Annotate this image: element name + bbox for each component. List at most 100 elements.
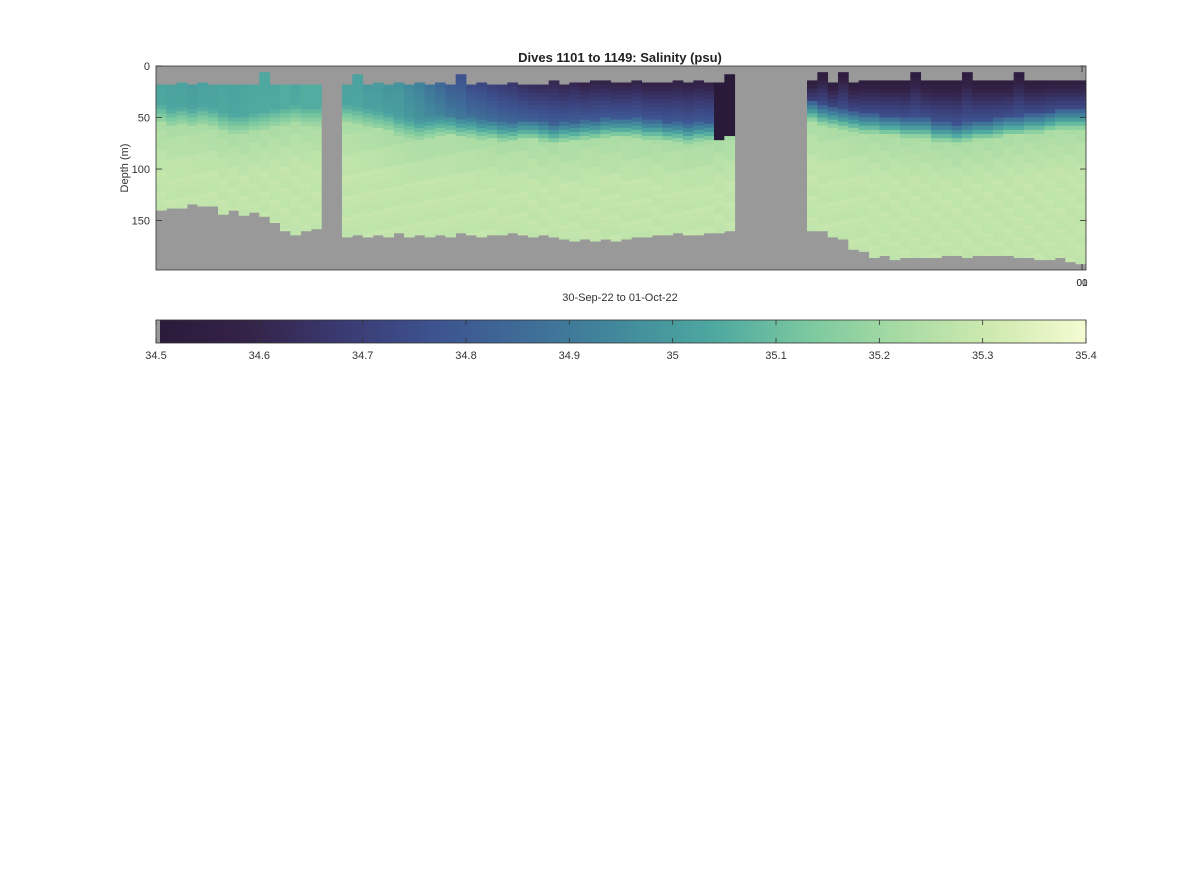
data-cell: [858, 191, 870, 197]
data-cell: [807, 105, 818, 110]
data-cell: [931, 150, 942, 155]
data-cell: [879, 224, 891, 230]
data-cell: [858, 220, 870, 226]
data-cell: [807, 113, 818, 118]
data-cell: [1044, 224, 1056, 230]
data-cell: [724, 136, 736, 141]
data-cell: [1065, 142, 1077, 147]
data-cell: [1003, 125, 1015, 131]
data-cell: [879, 245, 891, 250]
data-cell: [445, 228, 457, 234]
data-cell: [910, 212, 922, 217]
data-cell: [1065, 179, 1077, 184]
data-cell: [486, 109, 498, 114]
colorbar-tick-label: 35.4: [1075, 350, 1096, 362]
data-cell: [1075, 88, 1087, 94]
data-cell: [982, 92, 994, 98]
data-cell: [993, 228, 1004, 234]
data-cell: [693, 208, 705, 213]
data-cell: [445, 171, 457, 176]
data-cell: [517, 142, 529, 147]
data-cell: [486, 154, 498, 160]
data-cell: [807, 158, 818, 164]
data-cell: [569, 82, 581, 87]
data-cell: [311, 187, 322, 193]
data-cell: [1044, 232, 1056, 238]
data-cell: [1044, 113, 1056, 118]
data-cell: [486, 150, 498, 155]
data-cell: [869, 237, 880, 242]
data-cell: [1055, 158, 1066, 164]
data-cell: [672, 191, 684, 197]
data-cell: [280, 191, 291, 197]
data-cell: [176, 148, 188, 153]
data-cell: [993, 241, 1004, 246]
data-cell: [197, 185, 209, 191]
data-cell: [900, 199, 911, 205]
data-cell: [507, 111, 519, 116]
data-cell: [858, 224, 870, 230]
data-cell: [300, 84, 312, 90]
data-cell: [858, 195, 870, 201]
data-cell: [683, 82, 694, 87]
data-cell: [962, 121, 973, 127]
data-cell: [889, 228, 901, 234]
data-cell: [807, 199, 818, 205]
data-cell: [414, 90, 426, 96]
data-cell: [538, 146, 550, 151]
data-cell: [858, 146, 870, 151]
data-cell: [693, 204, 705, 209]
data-cell: [445, 179, 457, 184]
data-cell: [414, 123, 426, 129]
data-cell: [693, 183, 705, 188]
data-cell: [652, 140, 663, 145]
data-cell: [920, 195, 932, 201]
data-cell: [559, 142, 570, 147]
data-cell: [517, 175, 529, 180]
data-cell: [497, 204, 508, 209]
data-cell: [858, 138, 870, 143]
data-cell: [838, 150, 849, 155]
data-cell: [982, 237, 994, 242]
data-cell: [1034, 96, 1046, 102]
data-cell: [982, 88, 994, 94]
data-cell: [838, 84, 849, 90]
data-cell: [1024, 92, 1035, 98]
data-cell: [249, 105, 260, 110]
data-cell: [920, 175, 932, 180]
data-cell: [559, 88, 570, 94]
data-cell: [1003, 96, 1015, 102]
data-cell: [631, 204, 643, 209]
data-cell: [621, 98, 632, 104]
data-cell: [342, 92, 353, 98]
data-cell: [869, 162, 880, 168]
data-cell: [311, 142, 322, 147]
data-cell: [466, 216, 477, 221]
data-cell: [207, 113, 219, 118]
data-cell: [693, 175, 705, 180]
data-cell: [900, 249, 911, 254]
data-cell: [569, 156, 581, 162]
data-cell: [693, 142, 705, 147]
data-cell: [683, 98, 694, 104]
data-cell: [538, 191, 550, 197]
data-cell: [641, 152, 653, 158]
data-cell: [869, 154, 880, 160]
data-cell: [714, 202, 725, 207]
data-cell: [621, 214, 632, 219]
data-cell: [1003, 187, 1015, 193]
data-cell: [218, 150, 229, 155]
data-cell: [486, 158, 498, 164]
data-cell: [414, 82, 426, 87]
data-cell: [693, 134, 705, 139]
data-cell: [703, 152, 715, 158]
data-cell: [455, 218, 467, 223]
data-cell: [672, 138, 684, 143]
data-cell: [621, 169, 632, 174]
data-cell: [838, 142, 849, 147]
data-cell: [1013, 183, 1025, 188]
data-cell: [962, 212, 973, 217]
data-cell: [559, 146, 570, 151]
data-cell: [848, 173, 860, 178]
data-cell: [941, 121, 953, 127]
